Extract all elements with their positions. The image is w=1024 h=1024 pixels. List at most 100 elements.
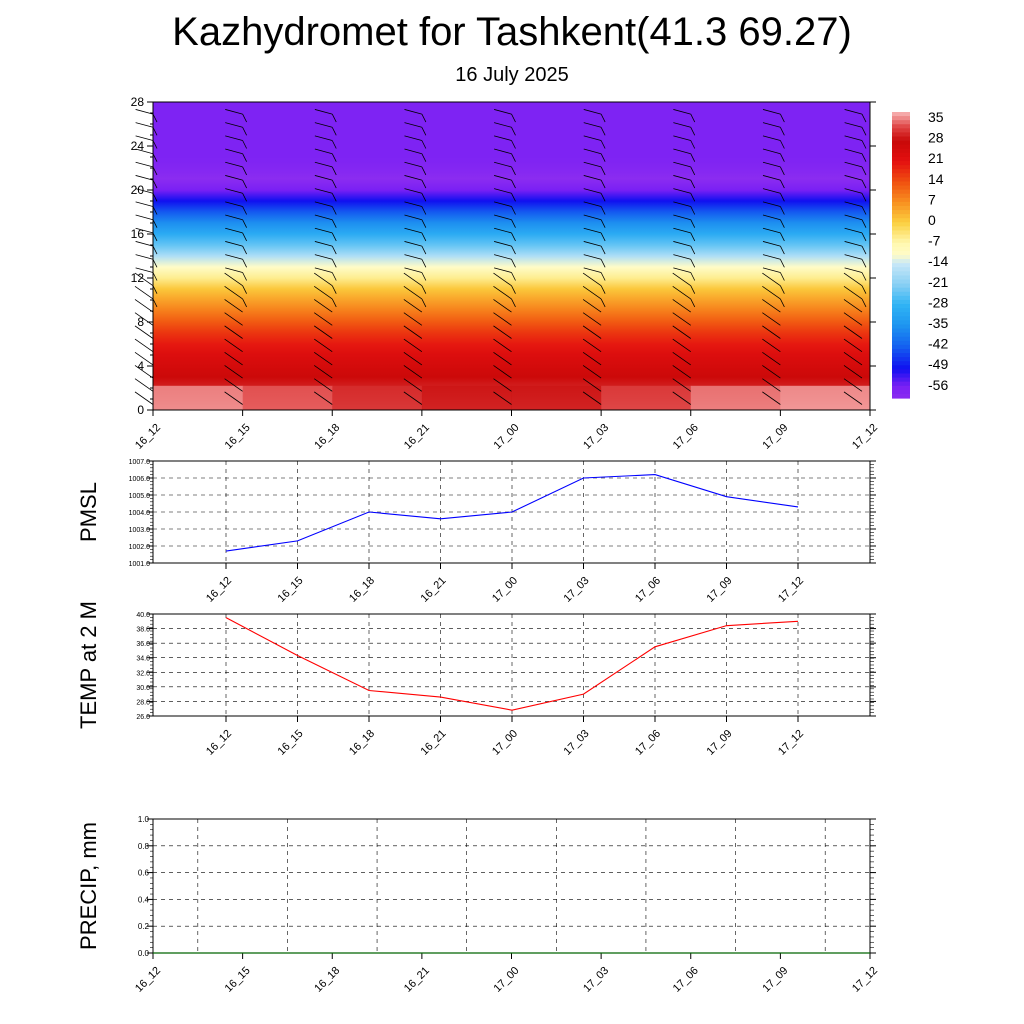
wind-barb-feather xyxy=(861,166,867,176)
wind-barb xyxy=(404,254,422,260)
wind-barb xyxy=(494,175,512,181)
wind-barb-feather xyxy=(690,127,696,136)
wind-barb-feather xyxy=(511,179,516,189)
wind-barb xyxy=(762,267,781,273)
x-tick-label: 17_00 xyxy=(492,965,522,995)
wind-barb-feather xyxy=(780,113,785,123)
wind-barb xyxy=(844,267,863,273)
y-tick-label: 0.8 xyxy=(138,842,150,851)
wind-barb-feather xyxy=(152,140,158,149)
wind-barb-feather xyxy=(331,153,337,162)
colorbar-swatch xyxy=(892,299,910,305)
wind-barb xyxy=(762,312,781,326)
wind-barb xyxy=(493,299,512,313)
wind-barb-feather xyxy=(511,166,516,176)
wind-barb-feather xyxy=(242,245,247,255)
surface-layer-cell xyxy=(511,385,602,410)
y-tick-label: 1001.0 xyxy=(129,561,151,568)
wind-barb-feather xyxy=(242,113,247,123)
wind-barb xyxy=(403,299,423,313)
wind-barb-feather xyxy=(690,245,696,255)
wind-barb xyxy=(844,254,863,260)
wind-barb xyxy=(493,285,512,300)
wind-barb xyxy=(843,325,863,339)
wind-barb-feather xyxy=(152,127,158,136)
y-tick-label: 34.0 xyxy=(136,656,150,663)
chart-subtitle: 16 July 2025 xyxy=(455,64,569,86)
wind-barb xyxy=(134,272,154,287)
wind-barb xyxy=(134,312,154,326)
wind-barb-feather xyxy=(331,219,337,228)
plot-frame xyxy=(152,818,871,954)
x-tick-label: 16_15 xyxy=(223,422,253,452)
wind-barb-feather xyxy=(780,298,785,308)
wind-barb xyxy=(225,188,243,194)
wind-barb-feather xyxy=(861,219,867,228)
wind-barb xyxy=(673,254,691,260)
wind-barb xyxy=(314,267,333,273)
colorbar-swatch xyxy=(892,193,910,199)
wind-barb xyxy=(225,227,243,234)
wind-barb xyxy=(762,188,781,194)
wind-barb xyxy=(134,378,154,392)
wind-barb xyxy=(314,122,333,128)
x-tick-label: 16_21 xyxy=(419,728,449,758)
wind-barb xyxy=(313,391,333,405)
wind-barb xyxy=(403,312,423,326)
wind-barb xyxy=(583,148,602,155)
wind-barb-feather xyxy=(780,127,785,136)
wind-barb xyxy=(313,325,333,339)
wind-barb xyxy=(224,378,243,392)
x-tick-label: 17_06 xyxy=(671,965,701,995)
colorbar-swatch xyxy=(892,144,910,150)
x-tick-label: 17_12 xyxy=(850,422,880,452)
wind-barb-feather xyxy=(421,166,427,176)
wind-barb xyxy=(494,227,512,234)
wind-barb-feather xyxy=(780,232,785,242)
wind-barb-feather xyxy=(780,166,785,176)
wind-barb-feather xyxy=(242,232,247,242)
colorbar-swatch xyxy=(892,344,910,350)
wind-barb-feather xyxy=(690,193,696,202)
wind-barb-feather xyxy=(331,272,337,281)
colorbar-swatch xyxy=(892,148,910,154)
wind-barb-feather xyxy=(780,193,785,202)
wind-barb-feather xyxy=(690,298,696,308)
colorbar-swatch xyxy=(892,291,910,297)
wind-barb xyxy=(403,378,423,392)
wind-barb xyxy=(225,109,243,115)
wind-barb xyxy=(494,188,512,194)
wind-barb-feather xyxy=(600,245,606,255)
wind-barb-feather xyxy=(421,206,427,215)
wind-barb xyxy=(673,148,691,155)
wind-barb xyxy=(843,365,863,379)
wind-barb xyxy=(493,378,512,392)
colorbar-swatch xyxy=(892,361,910,366)
wind-barb xyxy=(494,135,512,141)
surface-layer-cell xyxy=(242,385,333,410)
wind-barb-feather xyxy=(331,245,337,255)
wind-barb xyxy=(583,135,602,141)
wind-barb-feather xyxy=(780,140,785,149)
wind-barb-feather xyxy=(690,285,696,294)
wind-barb xyxy=(844,161,863,168)
y-tick-label: 36.0 xyxy=(136,641,150,648)
wind-barb xyxy=(844,241,863,247)
wind-barb xyxy=(225,175,243,181)
wind-barb xyxy=(313,285,333,300)
wind-barb xyxy=(762,201,781,207)
wind-barb xyxy=(762,338,781,353)
wind-barb xyxy=(844,188,863,194)
y-tick-label: 38.0 xyxy=(136,627,150,634)
x-tick-label: 16_18 xyxy=(347,575,377,605)
wind-barb xyxy=(225,122,243,128)
wind-barb-feather xyxy=(780,219,785,228)
colorbar-swatch xyxy=(892,336,910,342)
wind-barb xyxy=(762,378,781,392)
colorbar-swatch xyxy=(892,250,910,256)
y-axis-label: TEMP at 2 M xyxy=(76,601,101,729)
wind-barb xyxy=(224,391,243,405)
wind-barb xyxy=(135,188,154,194)
wind-barb xyxy=(404,109,422,115)
wind-barb xyxy=(673,109,691,115)
